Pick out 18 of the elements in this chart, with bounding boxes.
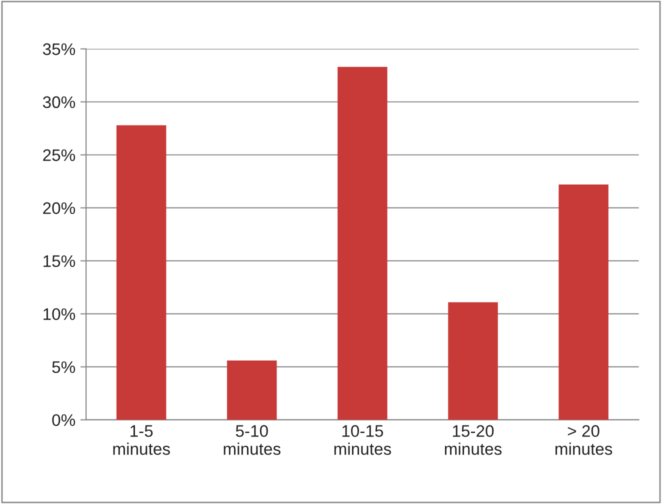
bar <box>227 360 277 420</box>
y-tick-label: 5% <box>52 361 76 374</box>
x-tick-label: 1-5 minutes <box>113 425 170 455</box>
x-tick-label: 15-20 minutes <box>444 425 502 455</box>
y-tick-label: 10% <box>44 308 76 320</box>
x-tick-label: 5-10 minutes <box>224 425 280 455</box>
y-tick-label: 20% <box>43 202 76 214</box>
x-tick-label: > 20 minutes <box>555 425 612 455</box>
bar <box>116 125 166 420</box>
bar <box>448 302 498 420</box>
bar <box>558 184 608 420</box>
y-tick-label: 0% <box>52 414 76 426</box>
y-tick-label: 15% <box>44 255 76 268</box>
bar <box>338 66 388 420</box>
y-tick-label: 25% <box>43 149 76 162</box>
x-tick-label: 10-15 minutes <box>334 425 392 455</box>
y-tick-label: 35% <box>42 43 76 56</box>
y-tick-label: 30% <box>42 96 76 108</box>
